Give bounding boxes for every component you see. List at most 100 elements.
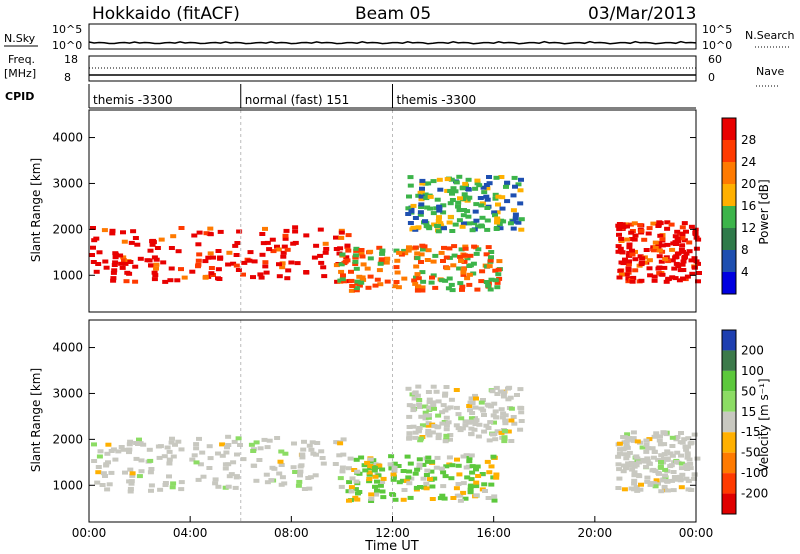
data-cell	[621, 440, 628, 445]
data-cell	[208, 266, 215, 270]
data-cell	[475, 434, 482, 439]
data-cell	[678, 431, 684, 435]
data-cell	[485, 426, 492, 430]
velocity-colorbar-label: Velocity [m s⁻¹]	[757, 378, 771, 471]
data-cell	[690, 476, 697, 481]
data-cell	[417, 405, 423, 409]
data-cell	[178, 226, 185, 230]
data-cell	[301, 487, 308, 491]
data-cell	[508, 418, 515, 423]
data-cell	[170, 454, 177, 459]
data-cell	[147, 470, 154, 475]
data-cell	[667, 464, 674, 469]
data-cell	[123, 279, 130, 284]
data-cell	[515, 220, 522, 225]
data-cell	[356, 274, 363, 279]
data-cell	[412, 430, 419, 435]
data-cell	[631, 478, 638, 483]
data-cell	[488, 482, 495, 487]
data-cell	[621, 487, 628, 492]
data-cell	[380, 495, 387, 500]
data-cell	[681, 221, 688, 226]
data-cell	[461, 192, 468, 197]
data-cell	[429, 275, 435, 280]
data-cell	[215, 267, 222, 272]
data-cell	[488, 250, 495, 254]
data-cell	[684, 274, 691, 279]
data-cell	[151, 270, 158, 275]
data-cell	[443, 423, 450, 428]
data-cell	[178, 447, 185, 452]
data-cell	[669, 435, 676, 440]
data-cell	[658, 460, 664, 464]
data-cell	[147, 248, 154, 253]
data-cell	[291, 441, 297, 446]
data-cell	[206, 466, 213, 470]
data-cell	[435, 224, 441, 229]
data-cell	[621, 452, 628, 457]
data-cell	[126, 447, 133, 452]
data-cell	[349, 284, 356, 288]
data-cell	[406, 435, 413, 440]
data-cell	[100, 471, 107, 476]
data-cell	[494, 216, 501, 221]
data-cell	[652, 484, 659, 489]
data-cell	[372, 474, 379, 479]
data-cell	[103, 265, 110, 270]
data-cell	[202, 275, 209, 280]
data-cell	[497, 226, 504, 231]
data-cell	[480, 185, 487, 190]
data-cell	[94, 480, 101, 485]
data-cell	[679, 440, 686, 445]
data-cell	[645, 446, 652, 451]
data-cell	[486, 438, 493, 443]
velocity-marks	[91, 320, 701, 522]
data-cell	[90, 260, 97, 264]
data-cell	[379, 251, 386, 256]
data-cell	[104, 487, 111, 492]
data-cell	[196, 230, 203, 235]
data-cell	[395, 464, 402, 468]
data-cell	[637, 487, 644, 492]
data-cell	[633, 485, 640, 490]
data-cell	[156, 455, 163, 460]
data-cell	[634, 488, 641, 493]
data-cell	[99, 483, 106, 487]
data-cell	[616, 441, 623, 446]
data-cell	[140, 442, 147, 447]
data-cell	[659, 272, 666, 277]
colorbar-swatch	[722, 272, 736, 294]
y-tick-label: 4000	[52, 341, 83, 355]
data-cell	[418, 260, 424, 264]
cpid-label: CPID	[5, 90, 34, 103]
data-cell	[347, 456, 354, 461]
data-cell	[688, 224, 695, 229]
data-cell	[158, 237, 165, 242]
data-cell	[494, 429, 501, 434]
data-cell	[629, 237, 635, 241]
data-cell	[517, 427, 524, 432]
data-cell	[657, 464, 664, 469]
data-cell	[472, 209, 479, 214]
data-cell	[682, 254, 688, 259]
data-cell	[128, 479, 135, 484]
data-cell	[446, 276, 453, 281]
data-cell	[419, 288, 426, 293]
data-cell	[340, 452, 347, 457]
data-cell	[393, 265, 400, 270]
data-cell	[175, 249, 182, 254]
data-cell	[215, 276, 221, 281]
data-cell	[395, 285, 402, 290]
data-cell	[168, 266, 175, 271]
data-cell	[166, 449, 173, 454]
station-title: Hokkaido (fitACF)	[92, 4, 240, 24]
data-cell	[433, 389, 440, 394]
data-cell	[658, 489, 665, 494]
data-cell	[683, 251, 690, 256]
data-cell	[418, 189, 425, 194]
data-cell	[130, 229, 137, 234]
x-tick-label: 16:00	[476, 526, 511, 540]
data-cell	[629, 279, 636, 284]
data-cell	[448, 177, 455, 182]
colorbar-tick-label: 28	[741, 133, 756, 147]
